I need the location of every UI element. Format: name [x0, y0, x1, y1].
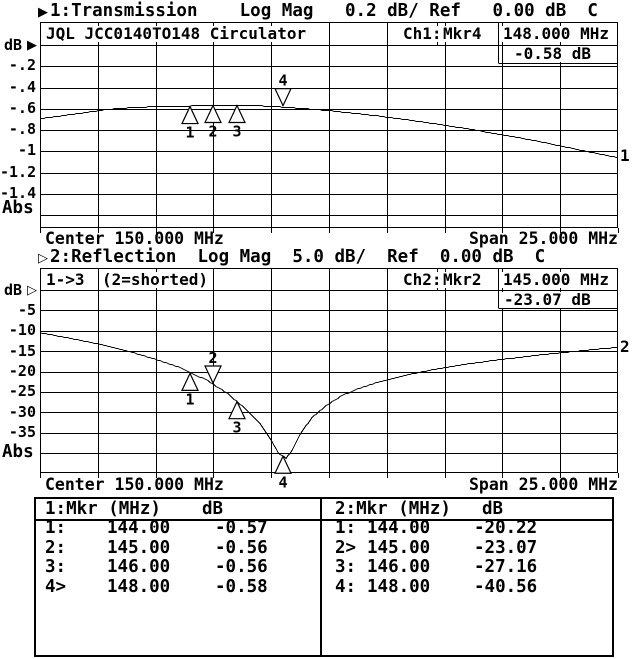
- ch2-channel-icon: ▷: [38, 251, 48, 266]
- ch2-span: Span 25.000 MHz: [468, 475, 618, 494]
- ch2-axis-label: -25: [8, 382, 36, 400]
- ch2-axis-label: -30: [8, 403, 36, 421]
- mkr-table-ch1-unit: dB: [202, 499, 224, 519]
- mkr-row-freq: 148.00: [367, 577, 431, 597]
- marker-1-label: 1: [185, 124, 194, 142]
- ch1-chart: 1 2 3 4: [40, 22, 619, 233]
- ch1-axis-label: -1.4: [0, 184, 37, 202]
- marker-2-triangle: [204, 365, 222, 385]
- ch2-axis-label: -10: [8, 321, 36, 339]
- mkr-row-label: 1:: [45, 518, 67, 538]
- ch2-trace-title: 1->3: [44, 270, 87, 289]
- ch2-header: 2:Reflection Log Mag 5.0 dB/ Ref 0.00 dB…: [50, 247, 546, 267]
- ch2-trace-number: 2: [620, 337, 630, 356]
- ch1-center-freq: Center 150.000 MHz: [45, 229, 224, 248]
- ch1-readout-channel: Ch1:: [401, 24, 444, 43]
- ch1-readout-value: -0.58 dB: [512, 44, 594, 63]
- ch1-axis-unit: dB: [4, 36, 23, 54]
- ch2-trace-subtitle: (2=shorted): [100, 270, 210, 289]
- ch2-axis-label: -20: [8, 362, 36, 380]
- mkr-row-freq: 146.00: [107, 557, 171, 577]
- mkr-table-ch1-header: 1:Mkr (MHz): [45, 499, 161, 519]
- marker-3-triangle: [228, 400, 246, 420]
- marker-4-triangle: [274, 88, 292, 108]
- ch1-axis-label: -1: [17, 141, 36, 159]
- ch1-axis-label: -.2: [8, 56, 36, 74]
- marker-3-label: 3: [232, 123, 241, 141]
- ch1-active-channel-icon: ▶: [38, 5, 48, 20]
- mkr-row-freq: 144.00: [107, 518, 171, 538]
- marker-1-triangle: [181, 105, 199, 125]
- marker-table: 1:Mkr (MHz) dB 1: 144.00 -0.57 2: 145.00…: [34, 497, 614, 657]
- ch1-header: 1:Transmission Log Mag 0.2 dB/ Ref 0.00 …: [50, 1, 598, 21]
- marker-4-label: 4: [278, 473, 287, 491]
- marker-2-label: 2: [208, 123, 217, 141]
- ch1-trace-title: JQL JCC0140TO148 Circulator: [44, 24, 309, 43]
- ch1-trace-number: 1: [620, 146, 630, 165]
- mkr-row-value: -0.56: [215, 557, 268, 577]
- ch1-abs-label: Abs: [2, 198, 34, 218]
- ch2-axis-unit: dB: [4, 281, 23, 299]
- ch1-axis-label: -.8: [8, 120, 36, 138]
- ch2-center-freq: Center 150.000 MHz: [45, 475, 224, 494]
- marker-4-triangle: [274, 454, 292, 474]
- marker-table-divider: [320, 499, 322, 655]
- mkr-row-freq: 144.00: [367, 518, 431, 538]
- mkr-row-freq: 145.00: [107, 538, 171, 558]
- mkr-table-ch2-unit: dB: [482, 499, 504, 519]
- mkr-row-label: 3:: [335, 557, 357, 577]
- ch1-axis-label: -.6: [8, 99, 36, 117]
- mkr-row-value: -0.57: [215, 518, 268, 538]
- ch1-axis-label: -.4: [8, 78, 36, 96]
- mkr-row-freq: 148.00: [107, 577, 171, 597]
- marker-2-label: 2: [208, 349, 217, 367]
- ch2-axis-label: -5: [17, 301, 36, 319]
- mkr-row-label: 2:: [45, 538, 67, 558]
- marker-table-header-rule: [36, 519, 612, 521]
- ch1-readout-marker: Mkr4: [441, 24, 484, 43]
- marker-1-label: 1: [185, 390, 194, 408]
- mkr-row-freq: 145.00: [367, 538, 431, 558]
- ch2-axis-label: -35: [8, 423, 36, 441]
- ch2-readout-channel: Ch2:: [401, 270, 444, 289]
- ch1-span: Span 25.000 MHz: [468, 229, 618, 248]
- mkr-row-value: -27.16: [474, 557, 538, 577]
- mkr-row-value: -0.58: [215, 577, 268, 597]
- ch2-chart: 1 2 3 4: [39, 268, 619, 491]
- mkr-row-label: 4>: [45, 577, 67, 597]
- ch1-readout-freq: 148.000 MHz: [501, 24, 611, 43]
- mkr-row-label: 3:: [45, 557, 67, 577]
- marker-3-label: 3: [232, 419, 241, 437]
- ch2-ref-level-icon: ▷: [27, 283, 37, 298]
- mkr-row-value: -0.56: [215, 538, 268, 558]
- ch2-readout-value: -23.07 dB: [502, 290, 593, 309]
- mkr-row-value: -40.56: [474, 577, 538, 597]
- ch1-axis-label: -1.2: [0, 163, 37, 181]
- mkr-row-label: 1:: [335, 518, 357, 538]
- ch2-axis-label: -15: [8, 342, 36, 360]
- mkr-table-ch2-header: 2:Mkr (MHz): [335, 499, 451, 519]
- ch2-abs-label: Abs: [2, 442, 34, 462]
- ch2-readout-marker: Mkr2: [441, 270, 484, 289]
- marker-1-triangle: [181, 371, 199, 391]
- mkr-row-label: 2>: [335, 538, 357, 558]
- marker-4-label: 4: [278, 72, 287, 90]
- marker-3-triangle: [228, 104, 246, 124]
- mkr-row-value: -23.07: [474, 538, 538, 558]
- marker-2-triangle: [204, 104, 222, 124]
- mkr-row-label: 4:: [335, 577, 357, 597]
- mkr-row-value: -20.22: [474, 518, 538, 538]
- ch1-ref-level-icon: ▶: [27, 38, 37, 53]
- mkr-row-freq: 146.00: [367, 557, 431, 577]
- ch2-readout-freq: 145.000 MHz: [501, 270, 611, 289]
